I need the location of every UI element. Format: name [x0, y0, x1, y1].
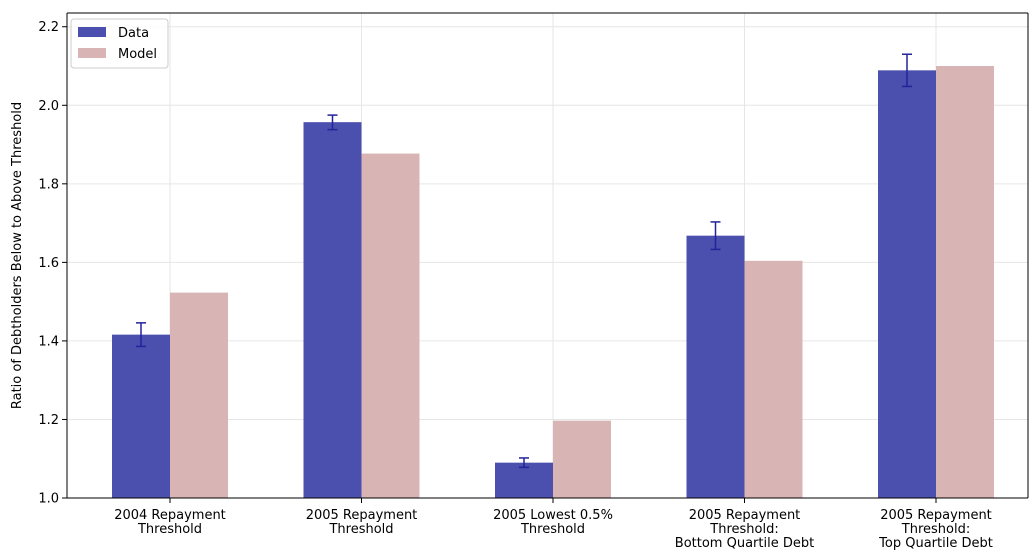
- error-bars: [136, 53, 912, 469]
- x-tick-label: 2005 Repayment Threshold: Top Quartile Deb…: [878, 508, 993, 551]
- bar-model: [553, 420, 611, 498]
- bar-data: [878, 70, 936, 498]
- bars: [112, 66, 994, 499]
- x-tick-label-line: 2005 Repayment: [880, 508, 992, 523]
- y-tick-label: 2.2: [38, 20, 59, 35]
- bar-data: [112, 334, 170, 498]
- bar-data: [686, 235, 745, 498]
- y-tick-label: 1.0: [38, 492, 59, 507]
- x-tick-label-line: 2004 Repayment: [114, 508, 226, 523]
- bar-data: [495, 462, 553, 498]
- legend-swatch-data: [78, 27, 106, 37]
- x-tick-label-line: Threshold: [328, 522, 393, 537]
- y-tick-label: 1.2: [38, 413, 59, 428]
- x-tick-label: 2005 Repayment Threshold: Bottom Quartile …: [675, 508, 814, 551]
- legend-swatch-model: [78, 48, 106, 58]
- bar-data: [303, 122, 362, 499]
- bar-model: [744, 260, 803, 498]
- bar-model: [170, 292, 228, 498]
- x-tick-label: 2005 Repayment Threshold: [306, 508, 418, 537]
- y-axis-label: Ratio of Debtholders Below to Above Thre…: [10, 102, 25, 409]
- legend: Data Model: [70, 18, 169, 69]
- x-tick-label-line: Bottom Quartile Debt: [675, 536, 814, 551]
- bar-model: [936, 66, 994, 498]
- axes: [66, 12, 1029, 499]
- y-tick-label: 2.0: [38, 99, 59, 114]
- x-tick-label-line: Top Quartile Debt: [878, 536, 993, 551]
- x-tick-label-line: Threshold: [137, 522, 202, 537]
- x-tick-label: 2004 Repayment Threshold: [114, 508, 226, 537]
- y-ticks: 1.0 1.2 1.4 1.6 1.8 2.0 2.2: [38, 20, 67, 507]
- x-tick-label-line: Threshold: [520, 522, 585, 537]
- y-tick-label: 1.6: [38, 256, 59, 271]
- bar-model: [361, 153, 420, 498]
- x-tick-label-line: 2005 Repayment: [306, 508, 418, 523]
- y-tick-label: 1.8: [38, 177, 59, 192]
- x-tick-label: 2005 Lowest 0.5% Threshold: [493, 508, 613, 537]
- x-tick-label-line: 2005 Repayment: [689, 508, 801, 523]
- legend-label-data: Data: [118, 26, 149, 41]
- x-tick-label-line: Threshold:: [709, 522, 778, 537]
- legend-label-model: Model: [118, 47, 157, 62]
- x-tick-label-line: 2005 Lowest 0.5%: [493, 508, 613, 523]
- x-tick-label-line: Threshold:: [901, 522, 970, 537]
- y-tick-label: 1.4: [38, 334, 59, 349]
